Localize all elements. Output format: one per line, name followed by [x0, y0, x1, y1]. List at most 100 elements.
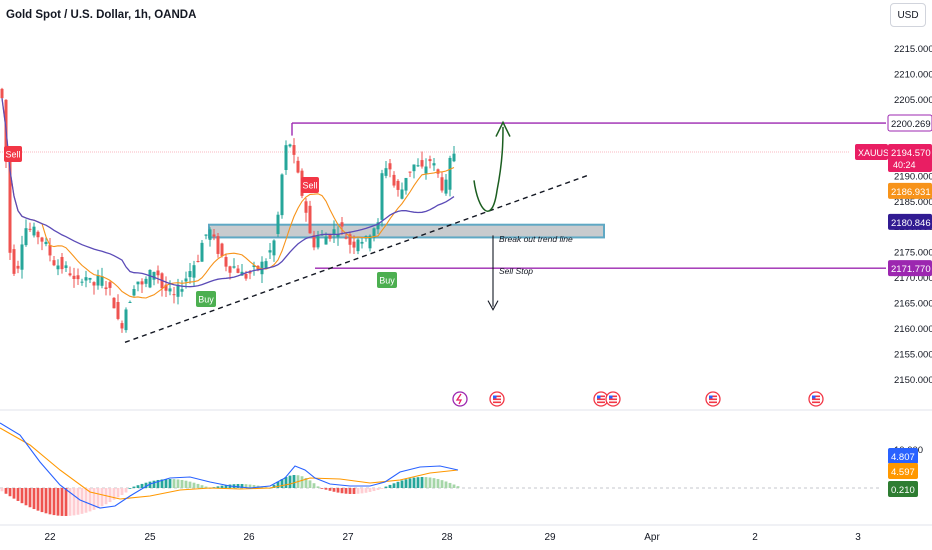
flag-stripe — [597, 398, 605, 401]
sell-signal-badge-bg[interactable] — [301, 177, 319, 193]
sell-signal-badge: Sell — [302, 181, 317, 191]
candle-body — [132, 288, 136, 296]
trend-line[interactable] — [124, 174, 589, 343]
macd-histogram-bar — [44, 488, 48, 514]
macd-histogram-bar — [84, 488, 88, 513]
macd-signal-line — [0, 427, 459, 500]
candle-body — [348, 234, 352, 245]
macd-histogram-bar — [308, 480, 312, 488]
candle-body — [340, 222, 344, 227]
flag-stripe — [709, 395, 717, 398]
buy-signal-badge-bg[interactable] — [377, 272, 397, 288]
macd-histogram-bar — [240, 484, 244, 488]
candle-body — [304, 201, 308, 213]
candle-body — [220, 243, 224, 256]
flag-stripe — [609, 398, 617, 401]
resistance-price-tag: 2200.269 — [891, 119, 931, 130]
price-axis-label: 2170.000 — [894, 273, 932, 284]
candle-body — [360, 241, 364, 244]
candle-body — [156, 270, 160, 276]
buy-signal-badge-bg[interactable] — [196, 291, 216, 307]
macd-histogram-bar — [348, 488, 352, 494]
macd-histogram-bar — [76, 488, 80, 515]
macd-histogram-bar — [404, 479, 408, 488]
candle-body — [224, 257, 228, 267]
macd-histogram-bar — [440, 480, 444, 488]
candle-body — [116, 302, 120, 319]
macd-histogram-bar — [372, 488, 376, 492]
candle-body — [208, 229, 212, 240]
candle-body — [332, 229, 336, 235]
macd-histogram-bar — [352, 488, 356, 494]
macd-histogram-bar — [408, 478, 412, 488]
macd-histogram-bar — [16, 488, 20, 501]
ma-slow-tag: 2180.846 — [891, 218, 931, 229]
candle-body — [408, 171, 412, 173]
macd-histogram-bar — [388, 484, 392, 488]
candle-body — [216, 236, 220, 254]
candle-body — [140, 281, 144, 285]
macd-histogram-bar — [108, 488, 112, 503]
candle-body — [48, 244, 52, 256]
macd-histogram-bar — [392, 483, 396, 488]
candle-body — [136, 281, 140, 285]
candle-body — [84, 277, 88, 281]
macd-histogram-bar — [96, 488, 100, 509]
candle-body — [372, 228, 376, 238]
candle-body — [248, 272, 252, 274]
macd-histogram-bar — [312, 483, 316, 488]
macd-histogram-bar — [360, 488, 364, 494]
macd-histogram-bar — [300, 476, 304, 488]
candle-body — [276, 214, 280, 234]
macd-histogram-bar — [32, 488, 36, 510]
flag-canton — [609, 395, 613, 399]
symbol-tag-bg — [855, 144, 888, 161]
macd-histogram-bar — [224, 485, 228, 488]
candle-body — [328, 234, 332, 239]
price-axis-label: 2165.000 — [894, 299, 932, 310]
candle-body — [236, 268, 240, 273]
candle-body — [264, 261, 268, 269]
candle-body — [292, 145, 296, 155]
macd-histogram-bar — [396, 481, 400, 488]
candle-body — [28, 228, 32, 230]
candle-body — [296, 160, 300, 173]
macd-value-tag-bg — [888, 448, 918, 464]
candle-body — [368, 235, 372, 249]
macd-histogram-bar — [132, 486, 136, 488]
candle-body — [104, 287, 108, 290]
candle-body — [44, 241, 48, 245]
flag-canton — [812, 395, 816, 399]
earnings-event-icon[interactable] — [452, 391, 468, 407]
currency-button[interactable]: USD — [890, 3, 926, 27]
sell-signal-badge-bg[interactable] — [4, 146, 22, 162]
macd-histogram-bar — [180, 479, 184, 488]
candle-body — [392, 174, 396, 186]
time-axis-label: 22 — [44, 532, 56, 543]
signal-value-tag: 4.597 — [891, 467, 915, 478]
candle-body — [424, 166, 428, 174]
macd-histogram-bar — [428, 477, 432, 488]
flag-stripe — [609, 395, 617, 398]
macd-histogram-bar — [456, 486, 460, 488]
macd-histogram-bar — [356, 488, 360, 494]
macd-histogram-bar — [320, 488, 324, 489]
candle-body — [200, 242, 204, 262]
macd-histogram-bar — [336, 488, 340, 493]
macd-histogram-bar — [28, 488, 32, 508]
macd-histogram-bar — [136, 485, 140, 488]
signal-value-tag-bg — [888, 463, 918, 479]
candle-body — [344, 237, 348, 239]
histogram-value-tag: 0.210 — [891, 485, 915, 496]
time-axis-label: Apr — [644, 532, 660, 543]
flag-stripe — [597, 395, 605, 398]
candle-body — [288, 144, 292, 147]
macd-histogram-bar — [124, 488, 128, 493]
macd-value-tag: 4.807 — [891, 452, 915, 463]
candle-body — [420, 160, 424, 167]
buy-signal-badge: Buy — [379, 276, 395, 286]
candle-body — [384, 168, 388, 176]
macd-histogram-bar — [152, 480, 156, 488]
